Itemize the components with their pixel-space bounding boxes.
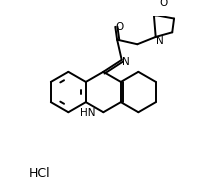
Text: O: O: [116, 22, 124, 32]
Text: O: O: [159, 0, 167, 8]
Text: HN: HN: [80, 108, 95, 118]
Text: HCl: HCl: [29, 167, 50, 180]
Text: N: N: [123, 57, 130, 67]
Text: N: N: [156, 36, 163, 46]
